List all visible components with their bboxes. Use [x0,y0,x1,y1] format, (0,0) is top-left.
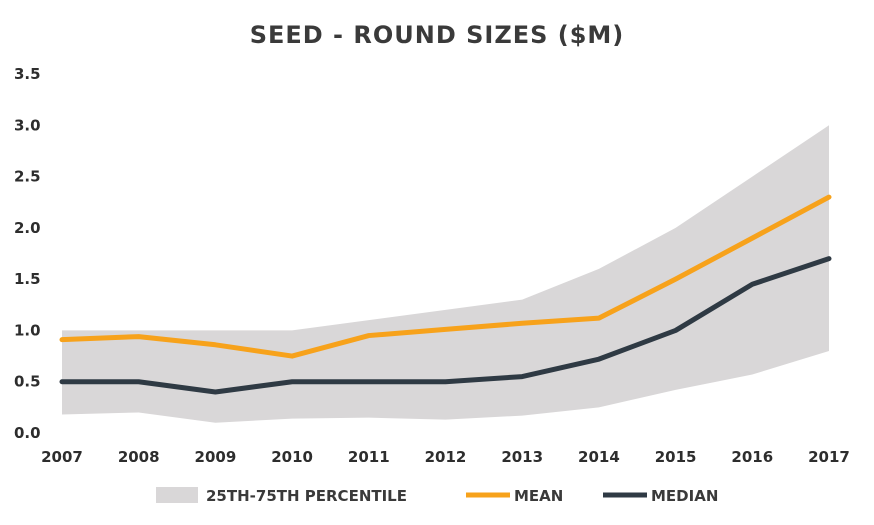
x-tick-label: 2012 [425,448,467,466]
legend-swatch-band [156,487,198,503]
y-tick-label: 2.5 [14,168,41,186]
y-tick-label: 3.0 [14,116,41,134]
y-axis: 0.0 0.5 1.0 1.5 2.0 2.5 3.0 3.5 [14,65,41,442]
plot-area [59,125,832,423]
x-tick-label: 2015 [655,448,697,466]
legend-label-median: MEDIAN [651,487,718,505]
y-tick-label: 3.5 [14,65,41,83]
x-tick-label: 2010 [271,448,313,466]
x-tick-label: 2017 [808,448,850,466]
chart-title: SEED - ROUND SIZES ($M) [250,21,625,49]
x-tick-label: 2009 [195,448,237,466]
x-tick-label: 2011 [348,448,390,466]
x-tick-label: 2008 [118,448,160,466]
legend-label-mean: MEAN [514,487,563,505]
y-tick-label: 1.0 [14,321,41,339]
y-tick-label: 0.0 [14,424,41,442]
x-axis: 2007 2008 2009 2010 2011 2012 2013 2014 2015 2016… [41,448,850,466]
x-tick-label: 2013 [501,448,543,466]
y-tick-label: 0.5 [14,373,41,391]
x-tick-label: 2016 [731,448,773,466]
series-line-median [59,256,832,395]
y-tick-label: 2.0 [14,219,41,237]
series-line-mean [59,194,832,359]
x-tick-label: 2014 [578,448,620,466]
y-tick-label: 1.5 [14,270,41,288]
legend-label-band: 25TH-75TH PERCENTILE [206,487,407,505]
legend: 25TH-75TH PERCENTILE MEAN MEDIAN [156,487,718,505]
x-tick-label: 2007 [41,448,83,466]
percentile-band [62,125,829,423]
